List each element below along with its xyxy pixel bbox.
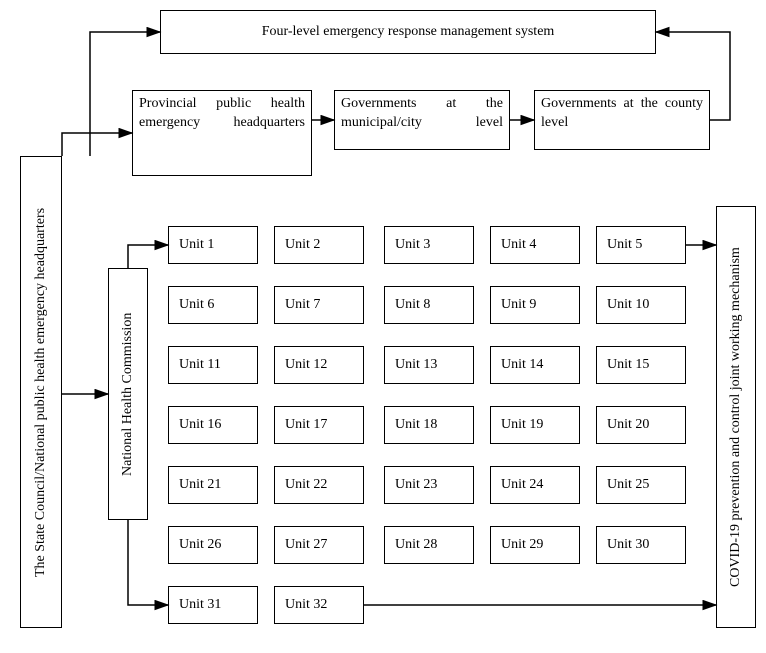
unit-20: Unit 20 <box>596 406 686 444</box>
unit-16: Unit 16 <box>168 406 258 444</box>
unit-24-label: Unit 24 <box>501 476 543 495</box>
unit-13-label: Unit 13 <box>395 356 437 375</box>
unit-6: Unit 6 <box>168 286 258 324</box>
unit-10: Unit 10 <box>596 286 686 324</box>
node-municipal-label: Governments at the municipal/city level <box>341 95 503 133</box>
node-provincial-label: Provincial public health emergency headq… <box>139 95 305 133</box>
unit-19-label: Unit 19 <box>501 416 543 435</box>
unit-2-label: Unit 2 <box>285 236 320 255</box>
unit-20-label: Unit 20 <box>607 416 649 435</box>
unit-9-label: Unit 9 <box>501 296 536 315</box>
unit-32: Unit 32 <box>274 586 364 624</box>
unit-16-label: Unit 16 <box>179 416 221 435</box>
unit-12-label: Unit 12 <box>285 356 327 375</box>
edge-nhc-to-unit-bottom <box>128 520 168 605</box>
unit-5: Unit 5 <box>596 226 686 264</box>
unit-11-label: Unit 11 <box>179 356 221 375</box>
unit-7: Unit 7 <box>274 286 364 324</box>
unit-14-label: Unit 14 <box>501 356 543 375</box>
unit-10-label: Unit 10 <box>607 296 649 315</box>
unit-28: Unit 28 <box>384 526 474 564</box>
unit-15-label: Unit 15 <box>607 356 649 375</box>
unit-6-label: Unit 6 <box>179 296 214 315</box>
unit-2: Unit 2 <box>274 226 364 264</box>
unit-3-label: Unit 3 <box>395 236 430 255</box>
unit-25-label: Unit 25 <box>607 476 649 495</box>
unit-31: Unit 31 <box>168 586 258 624</box>
unit-17-label: Unit 17 <box>285 416 327 435</box>
node-top-label: Four-level emergency response management… <box>262 23 555 42</box>
unit-29: Unit 29 <box>490 526 580 564</box>
unit-26: Unit 26 <box>168 526 258 564</box>
unit-11: Unit 11 <box>168 346 258 384</box>
unit-1-label: Unit 1 <box>179 236 214 255</box>
node-nhc: National Health Commission <box>108 268 148 520</box>
unit-4-label: Unit 4 <box>501 236 536 255</box>
unit-19: Unit 19 <box>490 406 580 444</box>
unit-9: Unit 9 <box>490 286 580 324</box>
unit-8-label: Unit 8 <box>395 296 430 315</box>
unit-32-label: Unit 32 <box>285 596 327 615</box>
unit-12: Unit 12 <box>274 346 364 384</box>
unit-18: Unit 18 <box>384 406 474 444</box>
unit-7-label: Unit 7 <box>285 296 320 315</box>
unit-29-label: Unit 29 <box>501 536 543 555</box>
node-state-council-label: The State Council/National public health… <box>33 207 49 576</box>
unit-27: Unit 27 <box>274 526 364 564</box>
unit-15: Unit 15 <box>596 346 686 384</box>
node-covid-mechanism-label: COVID-19 prevention and control joint wo… <box>728 247 744 587</box>
unit-23-label: Unit 23 <box>395 476 437 495</box>
unit-28-label: Unit 28 <box>395 536 437 555</box>
unit-23: Unit 23 <box>384 466 474 504</box>
unit-21: Unit 21 <box>168 466 258 504</box>
unit-24: Unit 24 <box>490 466 580 504</box>
unit-13: Unit 13 <box>384 346 474 384</box>
unit-30-label: Unit 30 <box>607 536 649 555</box>
unit-22: Unit 22 <box>274 466 364 504</box>
node-nhc-label: National Health Commission <box>120 312 136 475</box>
edge-nhc-to-unit-top <box>128 245 168 268</box>
node-county: Governments at the county level <box>534 90 710 150</box>
node-top: Four-level emergency response management… <box>160 10 656 54</box>
unit-22-label: Unit 22 <box>285 476 327 495</box>
unit-27-label: Unit 27 <box>285 536 327 555</box>
unit-17: Unit 17 <box>274 406 364 444</box>
unit-3: Unit 3 <box>384 226 474 264</box>
unit-4: Unit 4 <box>490 226 580 264</box>
unit-18-label: Unit 18 <box>395 416 437 435</box>
unit-25: Unit 25 <box>596 466 686 504</box>
unit-30: Unit 30 <box>596 526 686 564</box>
unit-14: Unit 14 <box>490 346 580 384</box>
unit-31-label: Unit 31 <box>179 596 221 615</box>
node-county-label: Governments at the county level <box>541 95 703 133</box>
unit-26-label: Unit 26 <box>179 536 221 555</box>
diagram-canvas: Four-level emergency response management… <box>0 0 766 653</box>
node-covid-mechanism: COVID-19 prevention and control joint wo… <box>716 206 756 628</box>
edge-left-to-prov <box>62 133 132 156</box>
unit-8: Unit 8 <box>384 286 474 324</box>
node-provincial: Provincial public health emergency headq… <box>132 90 312 176</box>
node-state-council: The State Council/National public health… <box>20 156 62 628</box>
unit-21-label: Unit 21 <box>179 476 221 495</box>
node-municipal: Governments at the municipal/city level <box>334 90 510 150</box>
unit-1: Unit 1 <box>168 226 258 264</box>
unit-5-label: Unit 5 <box>607 236 642 255</box>
